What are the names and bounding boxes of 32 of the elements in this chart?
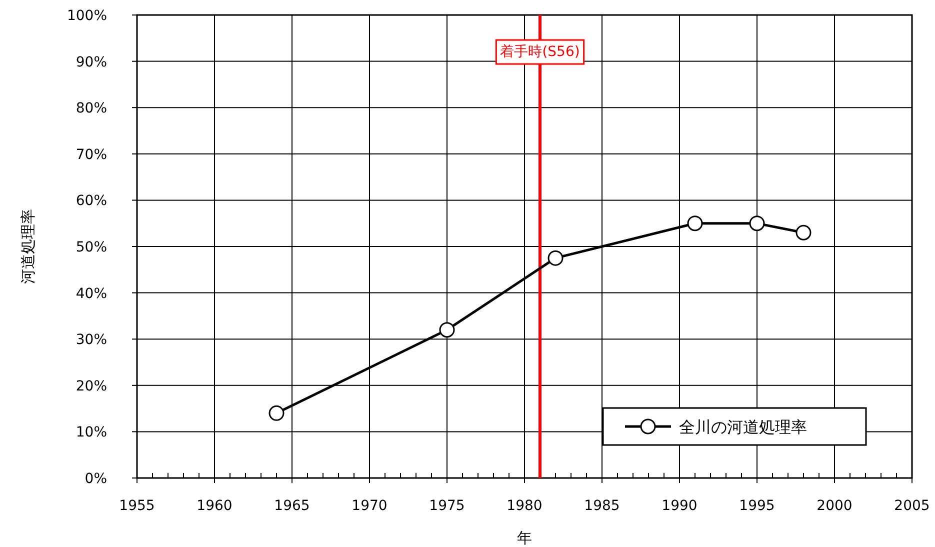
x-tick-label: 1975	[429, 498, 465, 514]
x-tick-label: 2005	[894, 498, 930, 514]
ref-line-label: 着手時(S56)	[500, 44, 580, 60]
y-tick-label: 80%	[76, 100, 107, 117]
y-tick-label: 0%	[84, 471, 107, 487]
x-tick-label: 1965	[274, 498, 310, 514]
y-tick-label: 30%	[76, 332, 107, 348]
x-tick-label: 1970	[352, 498, 388, 514]
x-tick-label: 1985	[584, 498, 620, 514]
point	[439, 322, 455, 338]
point	[268, 405, 284, 421]
y-tick-label: 90%	[76, 54, 107, 70]
point	[796, 224, 812, 240]
legend-label: 全川の河道処理率	[679, 418, 807, 436]
y-tick-label: 40%	[76, 286, 107, 302]
y-tick-label: 50%	[76, 240, 107, 256]
y-tick-label: 100%	[66, 8, 107, 24]
x-tick-label: 1990	[662, 498, 698, 514]
y-tick-label: 60%	[76, 193, 107, 210]
x-tick-label: 1995	[739, 498, 775, 514]
x-tick-label: 2000	[816, 498, 852, 514]
point	[687, 216, 703, 232]
y-axis-title: 河道処理率	[19, 209, 37, 284]
x-tick-label: 1980	[506, 498, 542, 514]
x-tick-label: 1960	[196, 498, 232, 514]
y-tick-label: 20%	[76, 378, 107, 394]
y-tick-label: 10%	[76, 424, 107, 441]
point	[749, 216, 765, 232]
point	[548, 250, 564, 266]
x-tick-label: 1955	[119, 498, 155, 514]
y-tick-label: 70%	[76, 146, 107, 163]
x-axis-title: 年	[517, 529, 532, 547]
